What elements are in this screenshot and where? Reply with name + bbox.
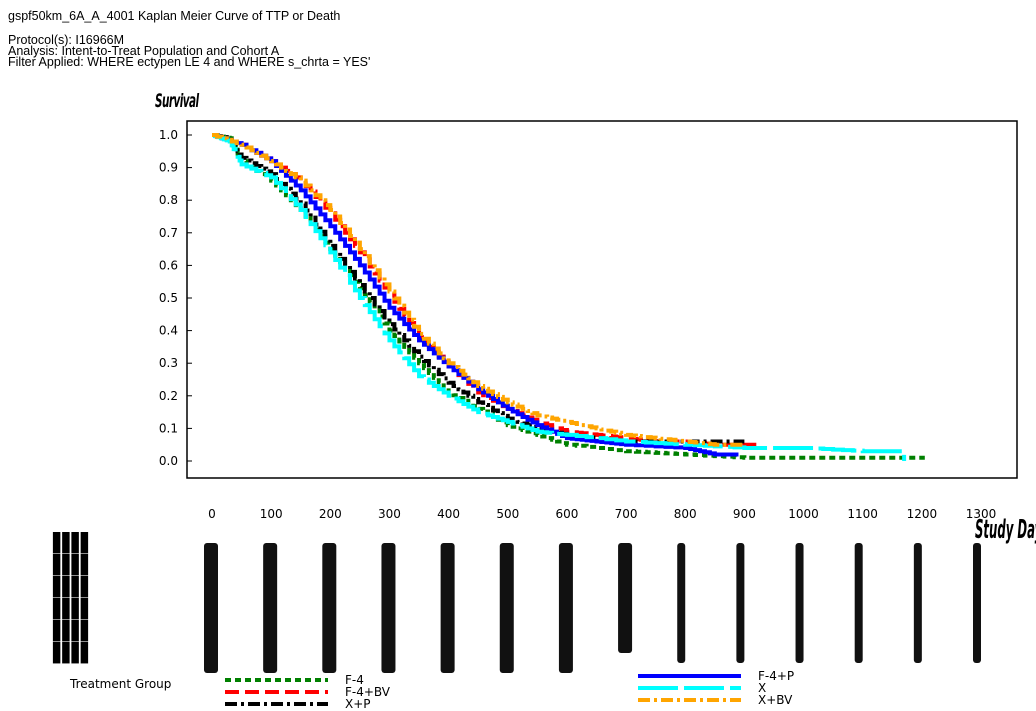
legend-label: X <box>758 681 767 695</box>
x-tick-label: 500 <box>496 507 519 521</box>
protocol-line: Protocol(s): I16966M <box>8 33 125 47</box>
y-tick-label: 0.7 <box>159 226 178 240</box>
at-risk-column <box>677 543 686 663</box>
x-tick-label: 800 <box>674 507 697 521</box>
x-tick-label: 300 <box>378 507 401 521</box>
x-tick-label: 400 <box>437 507 460 521</box>
y-axis-label: Survival <box>155 90 199 112</box>
analysis-line: Analysis: Intent-to-Treat Population and… <box>8 44 280 58</box>
at-risk-column <box>263 543 278 673</box>
at-risk-columns <box>204 543 981 673</box>
y-tick-label: 0.9 <box>159 161 178 175</box>
at-risk-column <box>381 543 396 673</box>
plot-frame <box>186 120 1018 479</box>
at-risk-column <box>736 543 745 663</box>
y-tick-label: 0.3 <box>159 356 178 370</box>
km-curve-x-bv <box>212 133 745 447</box>
at-risk-column <box>440 543 455 673</box>
at-risk-column <box>558 543 573 673</box>
at-risk-column <box>795 543 804 663</box>
y-tick-label: 0.5 <box>159 291 178 305</box>
x-tick-label: 1000 <box>788 507 819 521</box>
legend-label: X+BV <box>758 693 793 707</box>
x-tick-label: 200 <box>319 507 342 521</box>
y-tick-label: 1.0 <box>159 128 178 142</box>
legend-label: F-4 <box>345 673 364 687</box>
x-tick-label: 900 <box>733 507 756 521</box>
legend-title: Treatment Group <box>70 677 172 691</box>
legend-label: F-4+P <box>758 669 795 683</box>
chart-title: gspf50km_6A_A_4001 Kaplan Meier Curve of… <box>8 9 341 23</box>
at-risk-column <box>499 543 514 673</box>
at-risk-column <box>618 543 633 653</box>
y-tick-label: 0.1 <box>159 421 178 435</box>
y-tick-label: 0.2 <box>159 389 178 403</box>
at-risk-column <box>854 543 863 663</box>
x-tick-label: 100 <box>260 507 283 521</box>
legend-label: F-4+BV <box>345 685 390 699</box>
y-tick-label: 0.8 <box>159 193 178 207</box>
km-curve-f-4 <box>212 133 925 460</box>
at-risk-row-labels: ■■■■ ■■■■ ■■■■ ■■■■ ■■■■ ■■■■ <box>52 524 90 667</box>
at-risk-column <box>973 543 981 663</box>
legend-lines <box>225 674 741 706</box>
x-tick-label: 1200 <box>907 507 938 521</box>
x-tick-label: 700 <box>615 507 638 521</box>
filter-line: Filter Applied: WHERE ectypen LE 4 and W… <box>8 55 371 69</box>
km-curves <box>212 133 925 461</box>
y-tick-label: 0.0 <box>159 454 178 468</box>
at-risk-column <box>204 543 218 673</box>
legend-label: X+P <box>345 697 371 711</box>
at-risk-column <box>913 543 922 663</box>
x-tick-label: 600 <box>555 507 578 521</box>
x-axis-label: Study Day <box>975 515 1036 545</box>
y-tick-label: 0.6 <box>159 258 178 272</box>
y-tick-label: 0.4 <box>159 324 178 338</box>
x-tick-label: 0 <box>208 507 216 521</box>
x-tick-label: 1100 <box>847 507 878 521</box>
at-risk-column <box>322 543 337 673</box>
x-tick-label: 1300 <box>966 507 997 521</box>
km-curve-f-4-p <box>212 133 739 457</box>
y-axis-ticks: 1.0 0.9 0.8 0.7 0.6 0.5 0.4 0.3 0.2 0.1 0.0 <box>159 128 192 468</box>
km-curve-x <box>212 133 907 461</box>
x-axis-ticks: 0 100 200 300 400 500 600 700 800 900 1000 1100 1200… <box>208 507 996 521</box>
